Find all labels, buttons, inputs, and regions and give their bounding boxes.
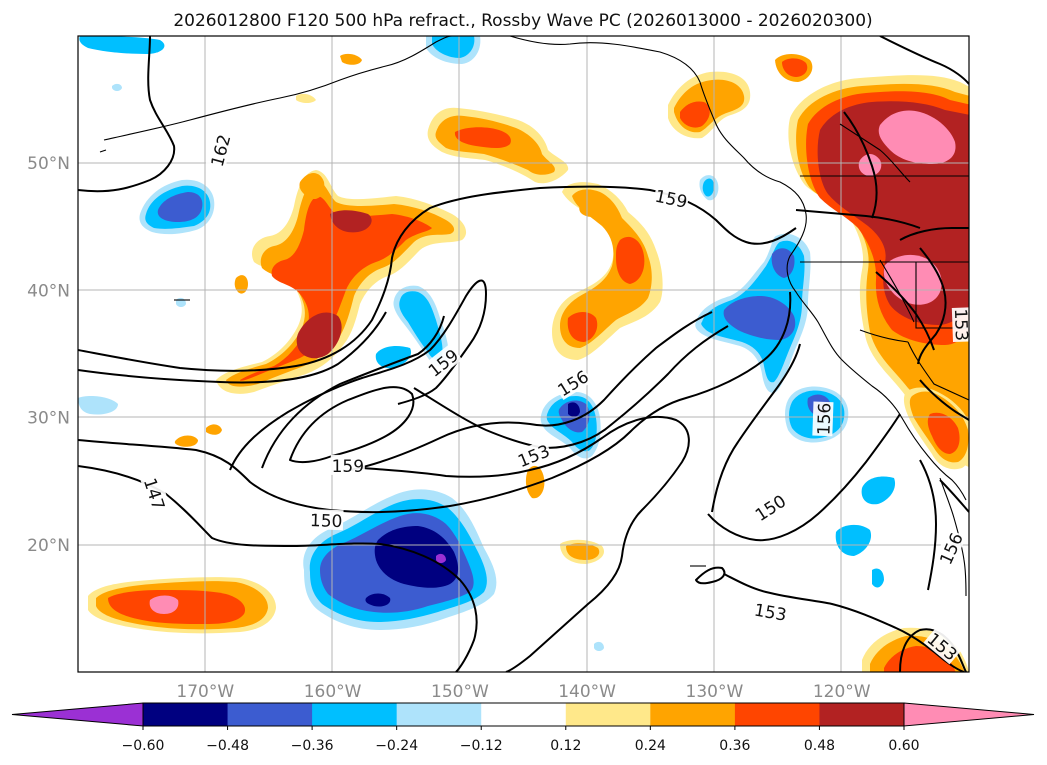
contour-label-backdrop [308, 509, 344, 531]
shade-blob-neg-4 [872, 568, 884, 588]
colorbar-swatch [481, 703, 567, 726]
contour-label-text: 159 [332, 457, 364, 477]
contour-label-text: 156 [814, 402, 835, 435]
longitude-tick-label: 120°W [813, 682, 871, 702]
shade-blob-neg-1b [702, 178, 714, 197]
latitude-tick-label: 20°N [27, 536, 70, 556]
colorbar-tick-label: 0.36 [719, 738, 750, 754]
colorbar-tick-label: −0.24 [375, 738, 418, 754]
shade-region-sw-pacific [88, 577, 276, 634]
contour-label-backdrop [652, 184, 691, 212]
contour-label: 150 [308, 509, 344, 532]
longitude-tick-label: 140°W [558, 682, 616, 702]
shade-blob-neg-7 [78, 396, 118, 415]
shade-region-central-negative [540, 392, 601, 459]
contour-label-backdrop [205, 131, 234, 170]
shade-region-gulf-alaska [427, 107, 569, 184]
shade-blob-neg-5 [79, 36, 165, 54]
latitude-axis: 50°N 40°N 30°N 20°N [27, 154, 70, 556]
colorbar-swatch [396, 703, 482, 726]
longitude-tick-label: 170°W [176, 682, 234, 702]
colorbar-swatch [819, 703, 905, 726]
colorbar-tick-label: −0.48 [206, 738, 249, 754]
latitude-tick-label: 30°N [27, 409, 70, 429]
map-frame [77, 35, 970, 673]
contour-label-backdrop [140, 474, 171, 513]
shade-blob-neg-6b [432, 36, 475, 58]
colorbar-tick-label: −0.12 [460, 738, 503, 754]
colorbar-tick-label: 0.48 [804, 738, 835, 754]
shade-blob-mid [525, 465, 545, 499]
contour-label: 159 [652, 184, 691, 213]
shade-blob-dateline-2 [206, 424, 222, 435]
contour-label-backdrop [423, 343, 463, 381]
colorbar-outline [142, 702, 905, 727]
shade-region-west-negative [139, 179, 215, 235]
contour-label-text: 150 [310, 511, 343, 532]
colorbar-swatch [734, 703, 820, 726]
shade-region-subtropical-negative [303, 489, 497, 630]
contour-label-text: 153 [950, 308, 971, 341]
colorbar: −0.60 −0.48 −0.36 −0.24 −0.12 0.12 0.24 0.36 0.4… [11, 702, 1035, 754]
longitude-tick-label: 130°W [686, 682, 744, 702]
colorbar-swatch [227, 703, 313, 726]
contour-label-backdrop [750, 489, 790, 525]
colorbar-swatch [312, 703, 398, 726]
colorbar-swatch [565, 703, 651, 726]
longitude-tick-label: 150°W [431, 682, 489, 702]
shade-region-central-pacific [552, 182, 663, 360]
contour-lines [78, 36, 969, 672]
shade-blob-neg-8 [594, 641, 604, 651]
map-title: 2026012800 F120 500 hPa refract., Rossby… [173, 11, 872, 31]
shade-region-ne-pacific-negative [695, 233, 811, 393]
contour-label-backdrop [934, 528, 967, 568]
contour-label: 159 [330, 454, 365, 477]
shade-blob-neg-3 [835, 524, 872, 556]
latitude-tick-label: 50°N [27, 154, 70, 174]
colorbar-tick-label: 0.12 [550, 738, 581, 754]
colorbar-tick-label: −0.36 [291, 738, 334, 754]
contour-label-backdrop [923, 627, 963, 665]
longitude-axis: 170°W 160°W 150°W 140°W 130°W 120°W [176, 682, 870, 702]
colorbar-extend-high [903, 702, 1035, 727]
contour-label-backdrop [812, 401, 834, 437]
contour-label: 156 [812, 401, 835, 437]
shade-blob-top [340, 53, 362, 65]
colorbar-tick-label: 0.24 [635, 738, 666, 754]
shade-blob-top-2 [296, 93, 316, 103]
contour-label: 153 [752, 598, 790, 626]
longitude-tick-label: 160°W [304, 682, 362, 702]
contour-label-backdrop [513, 439, 553, 471]
colorbar-swatch [143, 703, 229, 726]
colorbar-extend-low [11, 702, 144, 727]
shade-region-baja [903, 387, 969, 470]
contour-label-backdrop [752, 598, 790, 625]
colorbar-tick-label: 0.60 [888, 738, 919, 754]
latitude-tick-label: 40°N [27, 281, 70, 301]
shade-region-west-pacific [216, 170, 467, 394]
contour-label: 153 [950, 307, 971, 343]
shade-blob-neg-2 [861, 476, 896, 505]
shade-blob-southern-2 [566, 543, 600, 560]
contour-label-backdrop [330, 454, 365, 475]
contour-label-backdrop [552, 364, 593, 400]
shade-blob-neg-9 [112, 83, 122, 91]
colorbar-tick-label: −0.60 [122, 738, 165, 754]
shade-blob-dateline [174, 435, 198, 447]
coastlines [99, 36, 969, 597]
colorbar-swatch [650, 703, 736, 726]
contour-label-backdrop [951, 307, 969, 343]
